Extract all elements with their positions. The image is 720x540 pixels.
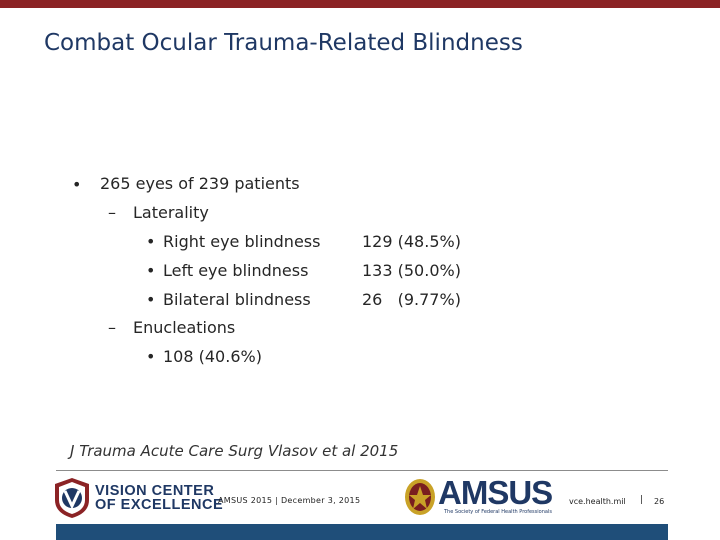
citation: J Trauma Acute Care Surg Vlasov et al 20…	[70, 442, 399, 460]
footer-color-bar	[56, 524, 668, 540]
bullet-dot: •	[72, 175, 82, 194]
item-enucleation-value: 108 (40.6%)	[163, 347, 262, 366]
amsus-logo-word: AMSUS	[438, 474, 553, 511]
item-right-eye-value: 129 (48.5%)	[362, 232, 461, 251]
footer-divider	[56, 470, 668, 471]
item-bilateral: Bilateral blindness	[163, 290, 311, 309]
bullet-dot: •	[146, 290, 156, 309]
sub-bullet-laterality: Laterality	[133, 203, 209, 222]
item-left-eye: Left eye blindness	[163, 261, 309, 280]
page-number: 26	[654, 497, 665, 506]
footer-date: AMSUS 2015 | December 3, 2015	[218, 496, 361, 505]
sub-bullet-enucleations: Enucleations	[133, 318, 236, 337]
amsus-seal-logo	[405, 479, 435, 515]
item-left-eye-value: 133 (50.0%)	[362, 261, 461, 280]
bullet-dot: •	[146, 347, 156, 366]
item-bilateral-value: 26 (9.77%)	[362, 290, 461, 309]
footer-separator: |	[640, 495, 644, 505]
dash-marker: –	[108, 203, 116, 222]
slide-title: Combat Ocular Trauma-Related Blindness	[44, 30, 523, 56]
bullet-patients: 265 eyes of 239 patients	[100, 174, 300, 193]
bullet-dot: •	[146, 261, 156, 280]
top-accent-bar	[0, 0, 720, 8]
vce-shield-logo	[55, 478, 89, 518]
vce-name: VISION CENTER OF EXCELLENCE	[95, 483, 224, 513]
item-right-eye: Right eye blindness	[163, 232, 321, 251]
footer-url[interactable]: vce.health.mil	[569, 497, 626, 506]
dash-marker: –	[108, 318, 116, 337]
amsus-tagline: The Society of Federal Health Profession…	[444, 509, 552, 515]
bullet-dot: •	[146, 232, 156, 251]
